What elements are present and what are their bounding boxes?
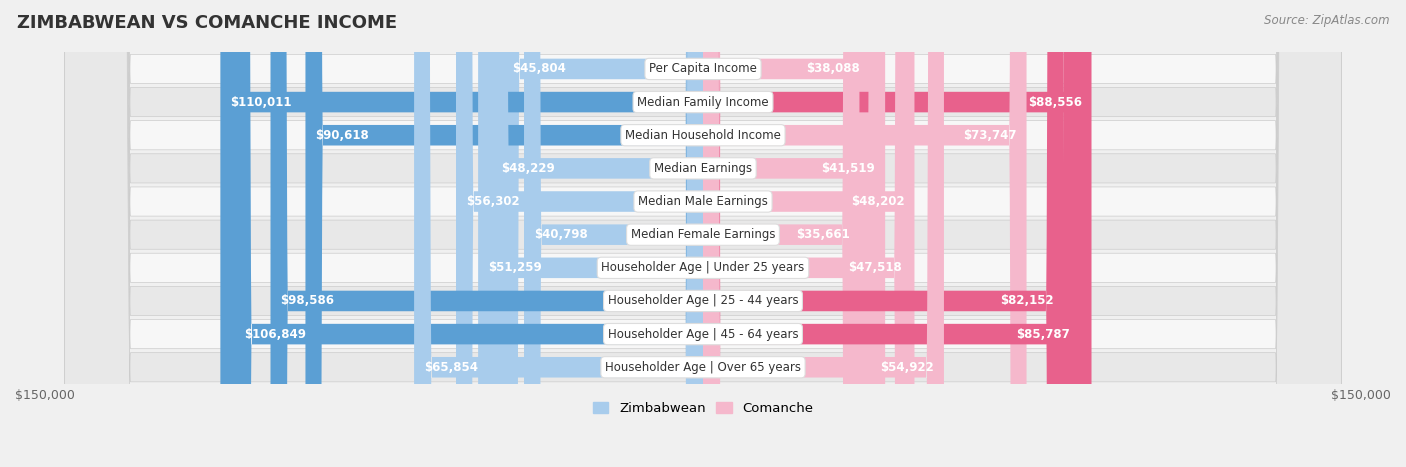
- FancyBboxPatch shape: [703, 0, 886, 467]
- FancyBboxPatch shape: [65, 0, 1341, 467]
- Text: $90,618: $90,618: [315, 129, 368, 142]
- Text: $106,849: $106,849: [245, 328, 307, 340]
- Text: $56,302: $56,302: [465, 195, 519, 208]
- Text: $47,518: $47,518: [848, 262, 901, 274]
- Text: Median Earnings: Median Earnings: [654, 162, 752, 175]
- Text: $98,586: $98,586: [280, 295, 335, 307]
- Text: Householder Age | 25 - 44 years: Householder Age | 25 - 44 years: [607, 295, 799, 307]
- Text: $88,556: $88,556: [1028, 96, 1081, 109]
- Text: ZIMBABWEAN VS COMANCHE INCOME: ZIMBABWEAN VS COMANCHE INCOME: [17, 14, 396, 32]
- Text: $82,152: $82,152: [1000, 295, 1053, 307]
- FancyBboxPatch shape: [65, 0, 1341, 467]
- FancyBboxPatch shape: [65, 0, 1341, 467]
- FancyBboxPatch shape: [703, 0, 1091, 467]
- FancyBboxPatch shape: [478, 0, 703, 467]
- FancyBboxPatch shape: [502, 0, 703, 467]
- FancyBboxPatch shape: [65, 0, 1341, 467]
- Text: Source: ZipAtlas.com: Source: ZipAtlas.com: [1264, 14, 1389, 27]
- FancyBboxPatch shape: [65, 0, 1341, 467]
- FancyBboxPatch shape: [492, 0, 703, 467]
- Text: $45,804: $45,804: [512, 63, 565, 76]
- Text: Median Female Earnings: Median Female Earnings: [631, 228, 775, 241]
- Text: Median Male Earnings: Median Male Earnings: [638, 195, 768, 208]
- Text: Median Family Income: Median Family Income: [637, 96, 769, 109]
- Text: $73,747: $73,747: [963, 129, 1017, 142]
- FancyBboxPatch shape: [703, 0, 943, 467]
- Text: $54,922: $54,922: [880, 361, 934, 374]
- Text: $110,011: $110,011: [231, 96, 291, 109]
- FancyBboxPatch shape: [524, 0, 703, 467]
- Text: $40,798: $40,798: [534, 228, 588, 241]
- FancyBboxPatch shape: [703, 0, 1080, 467]
- Text: $38,088: $38,088: [807, 63, 860, 76]
- Text: Median Household Income: Median Household Income: [626, 129, 780, 142]
- FancyBboxPatch shape: [65, 0, 1341, 467]
- Text: Householder Age | 45 - 64 years: Householder Age | 45 - 64 years: [607, 328, 799, 340]
- Text: $41,519: $41,519: [821, 162, 876, 175]
- FancyBboxPatch shape: [235, 0, 703, 467]
- FancyBboxPatch shape: [456, 0, 703, 467]
- FancyBboxPatch shape: [305, 0, 703, 467]
- Text: $48,202: $48,202: [851, 195, 904, 208]
- FancyBboxPatch shape: [65, 0, 1341, 467]
- FancyBboxPatch shape: [703, 0, 1026, 467]
- FancyBboxPatch shape: [65, 0, 1341, 467]
- Text: Per Capita Income: Per Capita Income: [650, 63, 756, 76]
- FancyBboxPatch shape: [703, 0, 914, 467]
- Text: $48,229: $48,229: [502, 162, 555, 175]
- FancyBboxPatch shape: [703, 0, 1063, 467]
- FancyBboxPatch shape: [415, 0, 703, 467]
- Text: $51,259: $51,259: [488, 262, 541, 274]
- FancyBboxPatch shape: [270, 0, 703, 467]
- Text: Householder Age | Under 25 years: Householder Age | Under 25 years: [602, 262, 804, 274]
- Text: $35,661: $35,661: [796, 228, 849, 241]
- FancyBboxPatch shape: [221, 0, 703, 467]
- Text: $65,854: $65,854: [425, 361, 478, 374]
- Text: Householder Age | Over 65 years: Householder Age | Over 65 years: [605, 361, 801, 374]
- FancyBboxPatch shape: [703, 0, 870, 467]
- FancyBboxPatch shape: [703, 0, 911, 467]
- Text: $85,787: $85,787: [1015, 328, 1070, 340]
- FancyBboxPatch shape: [65, 0, 1341, 467]
- Legend: Zimbabwean, Comanche: Zimbabwean, Comanche: [588, 396, 818, 420]
- FancyBboxPatch shape: [65, 0, 1341, 467]
- FancyBboxPatch shape: [703, 0, 859, 467]
